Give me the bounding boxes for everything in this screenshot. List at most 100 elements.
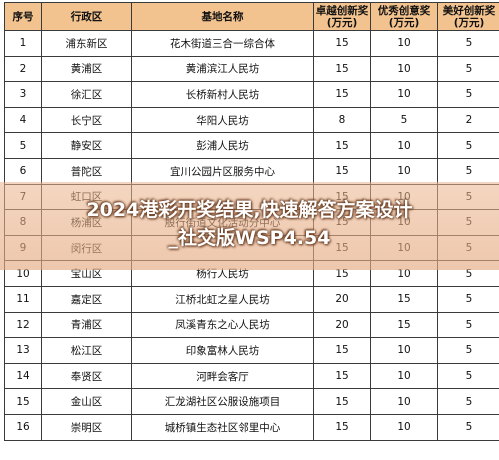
cell-excellence: 15 [313, 132, 371, 159]
cell-district: 崇明区 [41, 413, 132, 441]
cell-creative: 15 [370, 311, 438, 339]
cell-excellence: 20 [313, 311, 371, 339]
header-excellence-award: 卓越创新奖 (万元) [313, 2, 371, 31]
cell-excellence: 15 [313, 413, 371, 441]
cell-creative: 10 [370, 413, 438, 441]
header-good-award: 美好创新奖 (万元) [437, 2, 499, 31]
cell-district: 普陀区 [41, 157, 132, 185]
cell-index: 6 [4, 157, 42, 185]
cell-index: 1 [4, 30, 42, 57]
cell-base-name: 黄浦滨江人民坊 [131, 55, 314, 83]
cell-base-name: 杨行人民坊 [131, 260, 314, 287]
cell-index: 16 [4, 413, 42, 441]
cell-creative: 10 [370, 30, 438, 57]
cell-district: 长宁区 [41, 106, 132, 134]
table-row: 14 奉贤区 河畔会客厅 15 10 5 [4, 362, 499, 390]
table-row: 10 宝山区 杨行人民坊 15 10 5 [4, 260, 499, 287]
cell-creative: 10 [370, 362, 438, 390]
cell-creative: 10 [370, 157, 438, 185]
cell-excellence: 15 [313, 157, 371, 185]
cell-district: 青浦区 [41, 311, 132, 339]
cell-base-name: 花木街道三合一综合体 [131, 30, 314, 57]
cell-district: 宝山区 [41, 260, 132, 287]
cell-good: 5 [437, 311, 499, 339]
cell-creative: 10 [370, 260, 438, 287]
cell-base-name: 华阳人民坊 [131, 106, 314, 134]
cell-creative: 10 [370, 337, 438, 364]
table-row: 6 普陀区 宜川公园片区服务中心 15 10 5 [4, 157, 499, 185]
cell-good: 5 [437, 81, 499, 108]
cell-creative: 15 [370, 285, 438, 313]
cell-good: 2 [437, 106, 499, 134]
cell-base-name: 城桥镇生态社区邻里中心 [131, 413, 314, 441]
cell-good: 5 [437, 55, 499, 83]
cell-excellence: 15 [313, 55, 371, 83]
cell-creative: 10 [370, 388, 438, 415]
cell-index: 15 [4, 388, 42, 415]
cell-base-name: 印象富林人民坊 [131, 337, 314, 364]
cell-excellence: 20 [313, 285, 371, 313]
cell-excellence: 15 [313, 30, 371, 57]
header-index: 序号 [4, 2, 42, 31]
cell-index: 10 [4, 260, 42, 287]
cell-district: 奉贤区 [41, 362, 132, 390]
header-district: 行政区 [41, 2, 132, 31]
cell-district: 静安区 [41, 132, 132, 159]
cell-excellence: 8 [313, 106, 371, 134]
table-row: 4 长宁区 华阳人民坊 8 5 2 [4, 106, 499, 134]
cell-excellence: 15 [313, 337, 371, 364]
cell-base-name: 彭浦人民坊 [131, 132, 314, 159]
cell-index: 13 [4, 337, 42, 364]
cell-base-name: 汇龙湖社区公服设施项目 [131, 388, 314, 415]
cell-excellence: 15 [313, 388, 371, 415]
table-row: 13 松江区 印象富林人民坊 15 10 5 [4, 337, 499, 364]
cell-creative: 10 [370, 55, 438, 83]
cell-base-name: 宜川公园片区服务中心 [131, 157, 314, 185]
cell-good: 5 [437, 30, 499, 57]
cell-district: 嘉定区 [41, 285, 132, 313]
cell-index: 14 [4, 362, 42, 390]
header-base-name: 基地名称 [131, 2, 314, 31]
cell-district: 浦东新区 [41, 30, 132, 57]
cell-index: 4 [4, 106, 42, 134]
cell-district: 金山区 [41, 388, 132, 415]
cell-index: 5 [4, 132, 42, 159]
table-row: 12 青浦区 凤溪青东之心人民坊 20 15 5 [4, 311, 499, 339]
cell-good: 5 [437, 388, 499, 415]
cell-district: 黄浦区 [41, 55, 132, 83]
cell-excellence: 15 [313, 362, 371, 390]
cell-index: 12 [4, 311, 42, 339]
cell-good: 5 [437, 132, 499, 159]
cell-index: 11 [4, 285, 42, 313]
watermark-text: 2024港彩开奖结果,快速解答方案设计 _社交版WSP4.54 [86, 199, 413, 249]
table-row: 11 嘉定区 江桥北虹之星人民坊 20 15 5 [4, 285, 499, 313]
table-row: 1 浦东新区 花木街道三合一综合体 15 10 5 [4, 30, 499, 57]
table-row: 5 静安区 彭浦人民坊 15 10 5 [4, 132, 499, 159]
cell-good: 5 [437, 337, 499, 364]
cell-creative: 5 [370, 106, 438, 134]
table-row: 16 崇明区 城桥镇生态社区邻里中心 15 10 5 [4, 413, 499, 441]
cell-district: 松江区 [41, 337, 132, 364]
table-header-row: 序号 行政区 基地名称 卓越创新奖 (万元) 优秀创意奖 (万元) 美好创新奖 … [4, 2, 499, 31]
cell-index: 2 [4, 55, 42, 83]
cell-district: 徐汇区 [41, 81, 132, 108]
cell-good: 5 [437, 260, 499, 287]
cell-creative: 10 [370, 81, 438, 108]
cell-base-name: 凤溪青东之心人民坊 [131, 311, 314, 339]
cell-good: 5 [437, 285, 499, 313]
table-row: 15 金山区 汇龙湖社区公服设施项目 15 10 5 [4, 388, 499, 415]
header-creative-award: 优秀创意奖 (万元) [370, 2, 438, 31]
cell-excellence: 15 [313, 260, 371, 287]
table-row: 2 黄浦区 黄浦滨江人民坊 15 10 5 [4, 55, 499, 83]
cell-excellence: 15 [313, 81, 371, 108]
cell-base-name: 江桥北虹之星人民坊 [131, 285, 314, 313]
cell-index: 3 [4, 81, 42, 108]
cell-good: 5 [437, 413, 499, 441]
cell-good: 5 [437, 362, 499, 390]
cell-base-name: 河畔会客厅 [131, 362, 314, 390]
cell-base-name: 长桥新村人民坊 [131, 81, 314, 108]
cell-creative: 10 [370, 132, 438, 159]
table-row: 3 徐汇区 长桥新村人民坊 15 10 5 [4, 81, 499, 108]
cell-good: 5 [437, 157, 499, 185]
